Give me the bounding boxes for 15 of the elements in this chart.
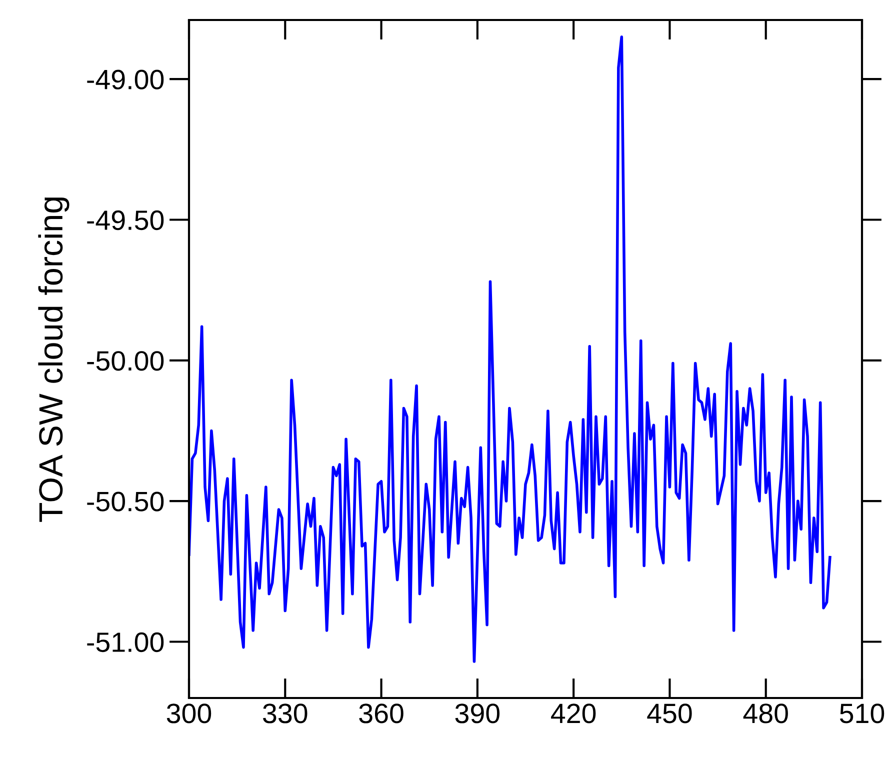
x-tick-label: 330 [263,704,308,724]
line-series [189,35,832,663]
y-tick-label: -49.50 [87,210,164,230]
y-tick-label: -51.00 [87,632,164,652]
x-tick-label: 510 [840,704,884,724]
x-tick-label: 390 [455,704,500,724]
x-tick-label: 450 [647,704,692,724]
x-tick-label: 420 [551,704,596,724]
x-tick-label: 300 [166,704,212,724]
x-tick-label: 360 [359,704,404,724]
x-tick-label: 480 [743,704,788,724]
y-tick-label: -50.00 [87,351,164,371]
y-axis-title: TOA SW cloud forcing [38,197,70,522]
y-tick-label: -49.00 [87,70,164,90]
y-tick-label: -50.50 [87,492,164,512]
